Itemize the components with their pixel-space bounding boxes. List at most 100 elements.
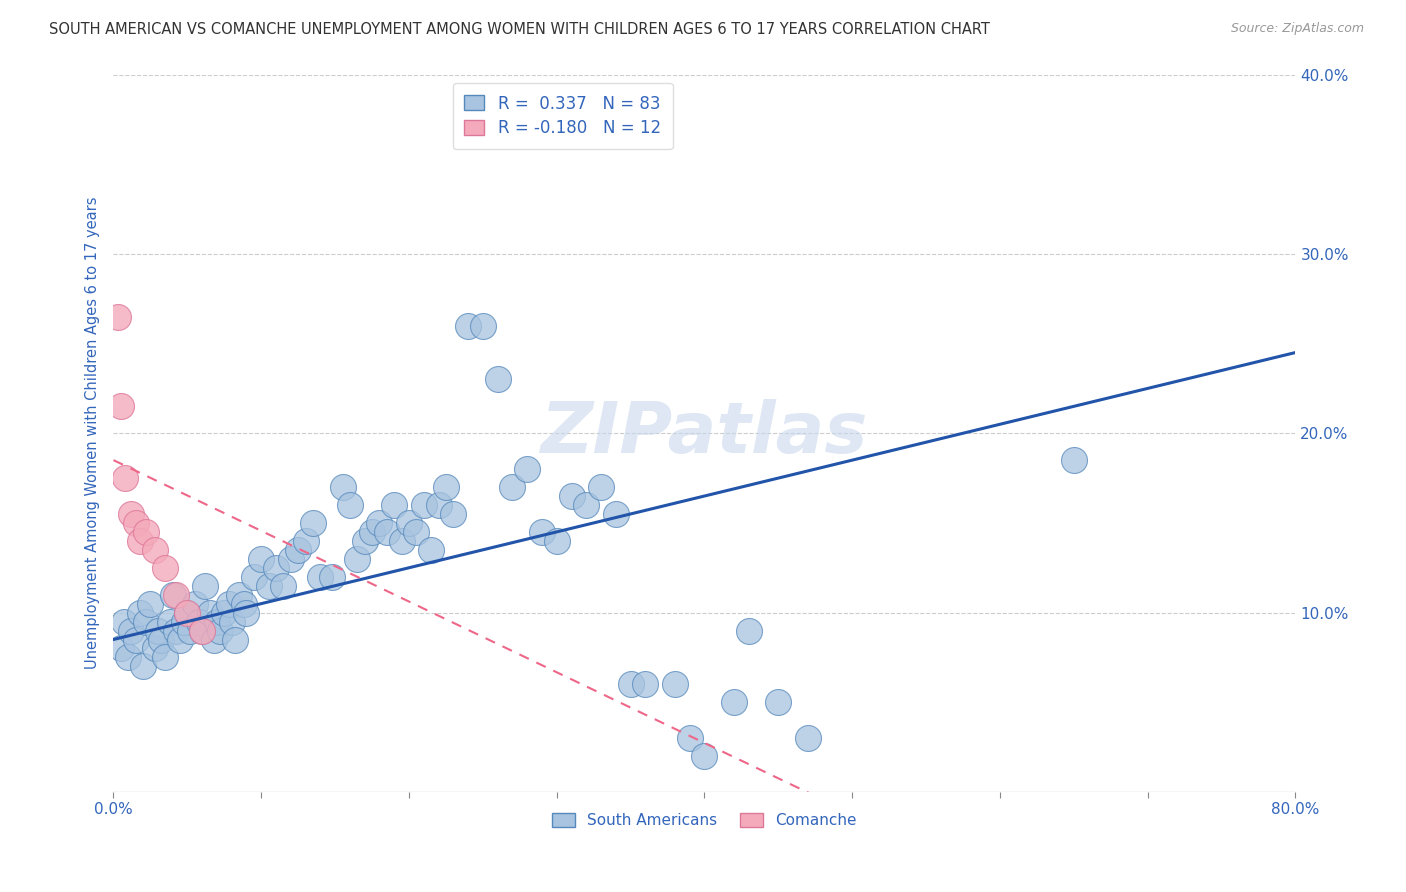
Point <box>427 498 450 512</box>
Point <box>198 606 221 620</box>
Point <box>457 318 479 333</box>
Point <box>332 480 354 494</box>
Point <box>112 615 135 629</box>
Point <box>143 542 166 557</box>
Point <box>530 524 553 539</box>
Point <box>208 624 231 638</box>
Point <box>368 516 391 530</box>
Point <box>191 624 214 638</box>
Point <box>420 542 443 557</box>
Point <box>501 480 523 494</box>
Point <box>471 318 494 333</box>
Point <box>165 588 187 602</box>
Text: ZIPatlas: ZIPatlas <box>541 399 868 467</box>
Point <box>191 624 214 638</box>
Point <box>434 480 457 494</box>
Point <box>405 524 427 539</box>
Point <box>620 677 643 691</box>
Point <box>546 533 568 548</box>
Point <box>321 570 343 584</box>
Point <box>346 551 368 566</box>
Point <box>287 542 309 557</box>
Point <box>243 570 266 584</box>
Point <box>375 524 398 539</box>
Point <box>1063 453 1085 467</box>
Point <box>129 533 152 548</box>
Point <box>575 498 598 512</box>
Point <box>155 561 177 575</box>
Point <box>194 579 217 593</box>
Point <box>114 471 136 485</box>
Point <box>723 695 745 709</box>
Point <box>302 516 325 530</box>
Point <box>135 615 157 629</box>
Text: Source: ZipAtlas.com: Source: ZipAtlas.com <box>1230 22 1364 36</box>
Point <box>135 524 157 539</box>
Point <box>139 597 162 611</box>
Point <box>176 606 198 620</box>
Point <box>110 400 132 414</box>
Point <box>361 524 384 539</box>
Point <box>143 641 166 656</box>
Point <box>221 615 243 629</box>
Point <box>441 507 464 521</box>
Point <box>188 615 211 629</box>
Point <box>214 606 236 620</box>
Point <box>273 579 295 593</box>
Text: SOUTH AMERICAN VS COMANCHE UNEMPLOYMENT AMONG WOMEN WITH CHILDREN AGES 6 TO 17 Y: SOUTH AMERICAN VS COMANCHE UNEMPLOYMENT … <box>49 22 990 37</box>
Point <box>162 588 184 602</box>
Point <box>228 588 250 602</box>
Point <box>120 624 142 638</box>
Point <box>294 533 316 548</box>
Point <box>664 677 686 691</box>
Point <box>120 507 142 521</box>
Point <box>218 597 240 611</box>
Legend: South Americans, Comanche: South Americans, Comanche <box>546 807 863 835</box>
Point <box>176 606 198 620</box>
Point <box>129 606 152 620</box>
Point <box>264 561 287 575</box>
Point <box>159 615 181 629</box>
Point <box>398 516 420 530</box>
Point <box>309 570 332 584</box>
Point <box>280 551 302 566</box>
Point <box>235 606 257 620</box>
Point <box>117 650 139 665</box>
Point <box>605 507 627 521</box>
Point <box>184 597 207 611</box>
Point <box>155 650 177 665</box>
Point <box>693 749 716 764</box>
Point <box>257 579 280 593</box>
Point <box>124 632 146 647</box>
Point <box>679 731 702 746</box>
Y-axis label: Unemployment Among Women with Children Ages 6 to 17 years: Unemployment Among Women with Children A… <box>86 197 100 670</box>
Point <box>412 498 434 512</box>
Point <box>224 632 246 647</box>
Point <box>339 498 361 512</box>
Point <box>250 551 273 566</box>
Point <box>353 533 375 548</box>
Point <box>146 624 169 638</box>
Point <box>110 641 132 656</box>
Point <box>768 695 790 709</box>
Point <box>486 372 509 386</box>
Point <box>634 677 657 691</box>
Point <box>232 597 254 611</box>
Point <box>589 480 612 494</box>
Point <box>738 624 761 638</box>
Point <box>124 516 146 530</box>
Point <box>169 632 191 647</box>
Point <box>132 659 155 673</box>
Point <box>516 462 538 476</box>
Point <box>173 615 195 629</box>
Point <box>205 615 228 629</box>
Point <box>165 624 187 638</box>
Point <box>797 731 820 746</box>
Point <box>107 310 129 324</box>
Point <box>149 632 172 647</box>
Point <box>202 632 225 647</box>
Point <box>391 533 413 548</box>
Point <box>382 498 405 512</box>
Point <box>560 489 582 503</box>
Point <box>179 624 201 638</box>
